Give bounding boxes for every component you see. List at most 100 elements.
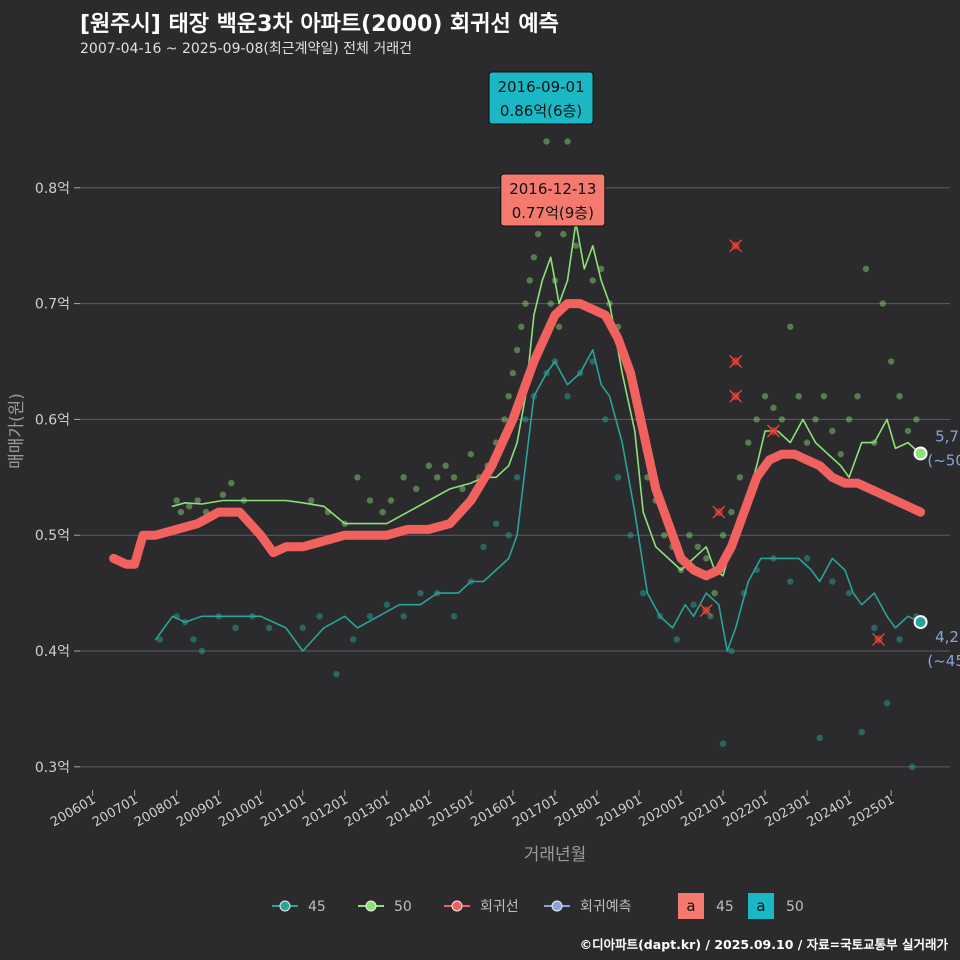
y-tick-label: 0.3억 [35,760,70,776]
scatter-point-45 [673,636,681,643]
legend-marker [279,900,291,912]
scatter-point-45 [803,555,811,562]
series-line-45 [154,349,922,652]
legend-item: 회귀선 [444,899,519,915]
outlier-cross [729,355,743,368]
scatter-point-45 [480,543,487,551]
scatter-point-45 [522,416,529,423]
series-lines [109,221,926,652]
scatter-point-50 [387,497,395,504]
scatter-point-50 [787,323,794,330]
scatter-point-50 [177,508,185,516]
legend-box-item: a 45 [678,893,734,919]
scatter-point-45 [366,613,374,620]
scatter-point-50 [186,503,193,510]
legend-marker [451,900,463,912]
x-tick-label: 201801 [552,792,602,830]
scatter-point-45 [513,474,521,481]
scatter-point-50 [812,416,819,423]
scatter-point-45 [858,728,865,736]
x-tick-label: 201501 [426,792,476,830]
scatter-point-50 [719,532,727,539]
outlier-cross [872,632,886,646]
legend-label: 45 [308,899,326,915]
scatter-point-45 [816,734,823,742]
scatter-point-50 [572,242,580,249]
scatter-point-50 [661,532,668,539]
scatter-point-50 [896,393,903,400]
x-tick-label: 202401 [805,792,855,830]
scatter-point-45 [728,647,735,655]
x-tick-label: 201701 [510,792,560,830]
scatter-point-50 [534,230,542,238]
prediction-area-label: (~50㎡) [927,451,960,469]
scatter-point-45 [614,474,622,481]
scatter-point-50 [509,369,517,377]
scatter-point-45 [232,624,239,632]
scatter-point-50 [442,462,449,469]
x-tick-label: 201601 [468,792,518,830]
credit-footer: ©디아파트(dapt.kr) / 2025.09.10 / 자료=국토교통부 실… [579,937,948,952]
scatter-point-50 [555,323,563,330]
x-tick-label: 200701 [90,792,140,830]
scatter-point-45 [908,763,916,771]
scatter-point-50 [753,416,760,423]
x-tick-label: 201401 [384,792,434,830]
y-tick-label: 0.8억 [35,181,70,197]
scatter-point-50 [887,358,895,365]
scatter-point-45 [829,578,836,585]
x-tick-label: 202001 [637,792,687,830]
scatter-point-50 [589,277,596,284]
scatter-point-50 [913,416,920,423]
annotation-background [488,71,594,125]
scatter-point-50 [745,439,752,446]
scatter-point-50 [703,555,710,562]
scatter-point-50 [459,485,466,493]
scatter-point-50 [736,474,744,481]
scatter-point-45 [316,613,323,620]
y-axis-title: 매매가(원) [7,393,27,469]
scatter-point-45 [417,589,424,597]
scatter-point-50 [513,346,521,354]
x-tick-label: 201301 [342,792,392,830]
x-tick-label: 201101 [258,792,308,830]
scatter-point-50 [366,497,374,504]
scatter-point-50 [219,491,227,498]
scatter-point-45 [883,699,891,707]
scatter-point-45 [871,624,878,632]
x-tick-label: 202101 [679,792,729,830]
chart-title: [원주시] 태장 백운3차 아파트(2000) 회귀선 예측 [80,12,559,37]
scatter-point-50 [505,393,512,400]
annotation-background [500,173,606,227]
scatter-point-45 [707,613,714,620]
prediction-markers: 5,706 (~50㎡) 4,250 (~45㎡) [913,427,960,670]
scatter-point-50 [450,474,458,481]
scatter-point-50 [379,508,386,516]
x-tick-label: 200901 [174,792,224,830]
scatter-point-50 [770,404,777,412]
outlier-cross [699,604,713,617]
scatter-point-50 [518,323,525,330]
scatter-point-50 [904,427,912,435]
annotation-box: 2016-09-01 0.86억(6층) [488,71,594,125]
scatter-point-45 [845,589,853,597]
scatter-point-50 [547,300,554,307]
annotation-box: 2016-12-13 0.77억(9층) [500,173,606,227]
prediction-area-label: (~45㎡) [927,652,960,670]
scatter-point-50 [526,277,533,284]
scatter-point-50 [307,497,315,504]
x-tick-label: 201201 [300,792,350,830]
scatter-point-45 [627,532,634,539]
outlier-cross [729,389,743,403]
prediction-value-label: 5,706 [935,427,960,445]
annotation-price: 0.86억(6층) [500,102,582,120]
legend-item: 회귀예측 [544,899,632,915]
x-axis-title: 거래년월 [524,845,587,865]
scatter-point-50 [862,265,870,273]
scatter-point-50 [413,485,420,493]
scatter-point-45 [564,393,571,400]
legend-marker [365,900,377,912]
y-tick-label: 0.5억 [35,528,70,544]
x-tick-label: 201001 [216,792,266,830]
annotations: 2016-09-01 0.86억(6층) 2016-12-13 0.77억(9층) [488,71,606,227]
